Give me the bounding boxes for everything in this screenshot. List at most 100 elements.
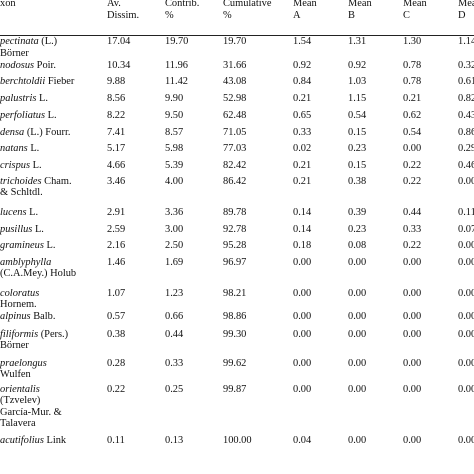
av-dissim-cell: 9.88 bbox=[107, 75, 126, 87]
mean-c-cell: 0.00 bbox=[403, 310, 422, 322]
mean-d-cell: 0.00 bbox=[458, 256, 474, 268]
mean-a-cell: 0.84 bbox=[293, 75, 312, 87]
table-row: perfoliatus L. 8.22 9.50 62.48 0.65 0.54 0.62 0… bbox=[0, 110, 474, 127]
taxon-line: pectinata (L.) bbox=[0, 36, 107, 48]
cumulative-cell: 98.21 bbox=[223, 287, 247, 299]
mean-d-cell: 0.00 bbox=[458, 328, 474, 340]
taxon-cell: alpinus Balb. bbox=[0, 311, 107, 329]
mean-a-cell: 0.00 bbox=[293, 310, 312, 322]
contrib-cell: 2.50 bbox=[165, 239, 184, 251]
mean-c-cell: 0.00 bbox=[403, 434, 422, 446]
mean-a-cell: 0.00 bbox=[293, 256, 312, 268]
mean-a-cell: 0.14 bbox=[293, 206, 312, 218]
cumulative-cell: 99.87 bbox=[223, 383, 247, 395]
contrib-cell: 4.00 bbox=[165, 175, 184, 187]
species-epithet: pusillus bbox=[0, 223, 33, 235]
mean-a-cell: 0.00 bbox=[293, 328, 312, 340]
table-row: nodosus Poir. 10.34 11.96 31.66 0.92 0.92 0.78… bbox=[0, 60, 474, 76]
mean-c-cell: 0.54 bbox=[403, 126, 422, 138]
author-name: (Pers.) bbox=[38, 328, 69, 340]
contrib-cell: 1.23 bbox=[165, 287, 184, 299]
taxon-cell: natans L. bbox=[0, 143, 107, 160]
header-mean-a-line2: A bbox=[293, 9, 301, 21]
author-continuation: Börner bbox=[0, 47, 29, 59]
taxon-cell: coloratus Hornem. bbox=[0, 288, 107, 311]
mean-d-cell: 1.14 bbox=[458, 36, 474, 47]
av-dissim-cell: 7.41 bbox=[107, 126, 126, 138]
header-taxon-label: xon bbox=[0, 0, 16, 9]
mean-c-cell: 0.22 bbox=[403, 175, 422, 187]
mean-d-cell: 0.00 bbox=[458, 175, 474, 187]
mean-c-cell: 0.00 bbox=[403, 328, 422, 340]
mean-d-cell: 0.29 bbox=[458, 142, 474, 154]
cumulative-cell: 95.28 bbox=[223, 239, 247, 251]
mean-a-cell: 0.33 bbox=[293, 126, 312, 138]
av-dissim-cell: 8.22 bbox=[107, 109, 126, 121]
header-av-dissim: Av. Dissim. bbox=[107, 0, 165, 36]
taxon-line: lucens L. bbox=[0, 207, 107, 219]
taxon-line: nodosus Poir. bbox=[0, 60, 107, 72]
mean-b-cell: 0.15 bbox=[348, 159, 367, 171]
table-row: alpinus Balb. 0.57 0.66 98.86 0.00 0.00 0.00 0.… bbox=[0, 311, 474, 329]
taxon-cell: crispus L. bbox=[0, 160, 107, 176]
mean-b-cell: 0.15 bbox=[348, 126, 367, 138]
cumulative-cell: 89.78 bbox=[223, 206, 247, 218]
av-dissim-cell: 0.38 bbox=[107, 328, 126, 340]
cumulative-cell: 62.48 bbox=[223, 109, 247, 121]
species-epithet: amblyphylla bbox=[0, 256, 52, 268]
author-name: (L.) Fourr. bbox=[24, 126, 71, 138]
species-epithet: praelongus bbox=[0, 357, 47, 369]
species-epithet: gramineus bbox=[0, 239, 44, 251]
mean-c-cell: 0.00 bbox=[403, 357, 422, 369]
author-name: L. bbox=[26, 206, 39, 218]
mean-d-cell: 0.00 bbox=[458, 357, 474, 369]
header-mean-b: Mean B bbox=[348, 0, 403, 36]
species-epithet: acutifolius bbox=[0, 434, 44, 446]
species-epithet: alpinus bbox=[0, 310, 31, 322]
cumulative-cell: 96.97 bbox=[223, 256, 247, 268]
mean-d-cell: 0.82 bbox=[458, 92, 474, 104]
mean-b-cell: 0.00 bbox=[348, 328, 367, 340]
mean-b-cell: 0.39 bbox=[348, 206, 367, 218]
taxon-cell: pusillus L. bbox=[0, 224, 107, 240]
taxon-cell: trichoides Cham. & Schltdl. bbox=[0, 176, 107, 207]
table-row: acutifolius Link 0.11 0.13 100.00 0.04 0.00 0.… bbox=[0, 435, 474, 455]
taxon-cell: filiformis (Pers.) Börner bbox=[0, 329, 107, 358]
mean-d-cell: 0.32 bbox=[458, 59, 474, 71]
contrib-cell: 0.13 bbox=[165, 434, 184, 446]
author-name: Fieber bbox=[45, 75, 75, 87]
mean-c-cell: 0.00 bbox=[403, 142, 422, 154]
av-dissim-cell: 4.66 bbox=[107, 159, 126, 171]
table-body: pectinata (L.) Börner 17.04 19.70 19.70 1.54 1… bbox=[0, 36, 474, 455]
mean-a-cell: 0.92 bbox=[293, 59, 312, 71]
mean-a-cell: 0.02 bbox=[293, 142, 312, 154]
mean-b-cell: 0.00 bbox=[348, 287, 367, 299]
mean-d-cell: 0.07 bbox=[458, 223, 474, 235]
header-mean-c-line1: Mean bbox=[403, 0, 427, 9]
cumulative-cell: 19.70 bbox=[223, 36, 247, 47]
taxon-line: filiformis (Pers.) bbox=[0, 329, 107, 341]
mean-d-cell: 0.11 bbox=[458, 206, 474, 218]
author-name: Cham. bbox=[41, 175, 72, 187]
taxon-line: gramineus L. bbox=[0, 240, 107, 252]
contrib-cell: 3.36 bbox=[165, 206, 184, 218]
author-continuation: Börner bbox=[0, 340, 29, 351]
author-name: L. bbox=[45, 109, 57, 121]
header-mean-a: Mean A bbox=[293, 0, 348, 36]
species-epithet: palustris bbox=[0, 92, 37, 104]
av-dissim-cell: 8.56 bbox=[107, 92, 126, 104]
table-row: coloratus Hornem. 1.07 1.23 98.21 0.00 0.00 0.0… bbox=[0, 288, 474, 311]
mean-a-cell: 0.04 bbox=[293, 434, 312, 446]
table-row: trichoides Cham. & Schltdl. 3.46 4.00 86.42 0… bbox=[0, 176, 474, 207]
taxon-line: berchtoldii Fieber bbox=[0, 76, 107, 88]
header-mean-b-line2: B bbox=[348, 9, 355, 21]
taxon-line: alpinus Balb. bbox=[0, 311, 107, 323]
cumulative-cell: 86.42 bbox=[223, 175, 247, 187]
author-continuation: & Schltdl. bbox=[0, 187, 43, 198]
species-epithet: perfoliatus bbox=[0, 109, 46, 121]
author-name: L. bbox=[30, 159, 42, 171]
contrib-cell: 5.98 bbox=[165, 142, 184, 154]
taxon-cell: pectinata (L.) Börner bbox=[0, 36, 107, 60]
author-name: L. bbox=[43, 239, 56, 251]
mean-b-cell: 0.00 bbox=[348, 434, 367, 446]
